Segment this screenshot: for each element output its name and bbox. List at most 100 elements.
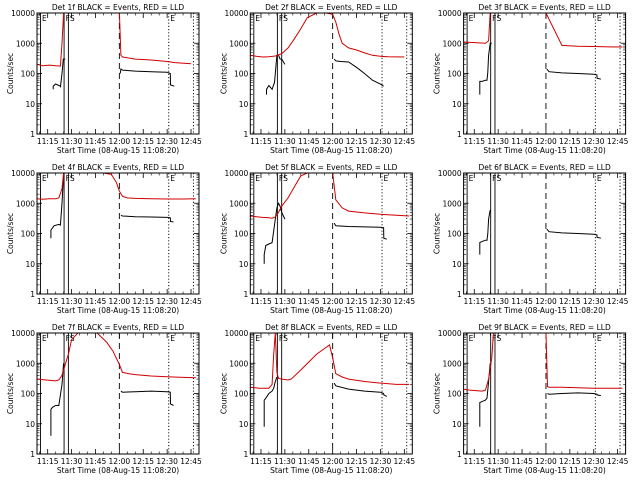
x-tick-label: 11:30	[61, 297, 83, 306]
series-events-line	[52, 58, 175, 90]
series-lld-line	[250, 173, 410, 219]
event-marker-label: F	[66, 174, 70, 183]
plot-frame	[463, 172, 627, 295]
y-tick-label: 10000	[11, 169, 35, 178]
plot-frame	[249, 332, 413, 455]
x-tick-label: 11:15	[463, 137, 485, 146]
event-marker-label: S	[70, 174, 75, 183]
event-marker-label: S	[283, 174, 288, 183]
plot-frame	[249, 172, 413, 295]
event-marker-label: E	[255, 334, 260, 343]
event-marker-label: E	[384, 14, 389, 23]
series-events-line	[266, 54, 384, 95]
x-tick-label: 12:15	[346, 137, 368, 146]
plot-frame	[463, 12, 627, 135]
series-events-line	[50, 173, 174, 239]
series-lld-line	[463, 13, 623, 48]
event-marker-label: E	[384, 334, 389, 343]
x-tick-label: 12:30	[583, 297, 605, 306]
y-tick-label: 10	[239, 260, 249, 269]
x-tick-label: 11:45	[511, 297, 533, 306]
series-lld-line	[250, 13, 405, 58]
plot-frame	[249, 12, 413, 135]
event-marker-label: E	[597, 174, 602, 183]
x-tick-label: 11:15	[37, 297, 59, 306]
event-marker-label: S	[70, 14, 75, 23]
detector-plot-6: Det 6f BLACK = Events, RED = LLD 1 10 100 10…	[433, 163, 629, 315]
detector-plot-5: Det 5f BLACK = Events, RED = LLD 1 10 100 10…	[219, 163, 415, 315]
x-tick-label: 11:45	[511, 137, 533, 146]
y-tick-label: 100	[447, 70, 462, 79]
x-tick-label: 11:30	[274, 297, 296, 306]
event-marker-label: E	[170, 334, 175, 343]
y-tick-label: 100	[447, 390, 462, 399]
x-axis-label: Start Time (08-Aug-15 11:08:20)	[57, 146, 179, 155]
x-tick-label: 12:30	[156, 137, 178, 146]
detector-plot-1: Det 1f BLACK = Events, RED = LLD 1 10 100 10…	[6, 3, 202, 155]
x-tick-label: 11:45	[298, 137, 320, 146]
event-marker-label: S	[283, 334, 288, 343]
x-tick-label: 11:30	[487, 137, 509, 146]
x-axis-label: Start Time (08-Aug-15 11:08:20)	[270, 306, 392, 315]
x-axis-label: Start Time (08-Aug-15 11:08:20)	[270, 146, 392, 155]
x-tick-label: 12:30	[370, 457, 392, 466]
event-marker-label: F	[66, 334, 70, 343]
y-tick-label: 100	[234, 230, 249, 239]
x-tick-label: 12:15	[346, 457, 368, 466]
plot-title: Det 9f BLACK = Events, RED = LLD	[478, 323, 611, 332]
y-tick-label: 100	[234, 70, 249, 79]
plot-title: Det 8f BLACK = Events, RED = LLD	[265, 323, 398, 332]
event-marker-label: S	[496, 334, 501, 343]
event-marker-label: E	[469, 14, 474, 23]
y-tick-label: 10	[452, 260, 462, 269]
event-marker-label: E	[170, 14, 175, 23]
event-marker-label: E	[42, 174, 47, 183]
y-tick-label: 10000	[438, 169, 462, 178]
detector-plot-9: Det 9f BLACK = Events, RED = LLD 1 10 100 10…	[433, 323, 629, 475]
y-tick-label: 1	[30, 290, 35, 299]
plot-title: Det 6f BLACK = Events, RED = LLD	[478, 163, 611, 172]
x-tick-label: 12:45	[607, 137, 629, 146]
y-tick-label: 1000	[443, 359, 462, 368]
x-tick-label: 12:00	[109, 297, 131, 306]
series-lld-line	[37, 13, 192, 67]
event-marker-label: E	[255, 14, 260, 23]
y-axis-label: Counts/sec	[433, 373, 442, 414]
y-tick-label: 10	[452, 420, 462, 429]
y-tick-label: 1000	[443, 39, 462, 48]
plot-title: Det 1f BLACK = Events, RED = LLD	[52, 3, 185, 12]
x-tick-label: 12:00	[322, 297, 344, 306]
y-tick-label: 1	[457, 290, 462, 299]
detector-plot-2: Det 2f BLACK = Events, RED = LLD 1 10 100 10…	[219, 3, 415, 155]
x-tick-label: 11:30	[61, 457, 83, 466]
detector-plot-8: Det 8f BLACK = Events, RED = LLD 1 10 100 10…	[219, 323, 415, 475]
x-tick-label: 12:45	[180, 297, 202, 306]
x-axis-label: Start Time (08-Aug-15 11:08:20)	[483, 146, 605, 155]
x-tick-label: 12:15	[346, 297, 368, 306]
x-tick-label: 12:45	[394, 297, 416, 306]
x-tick-label: 11:45	[298, 297, 320, 306]
y-tick-label: 1	[457, 130, 462, 139]
y-tick-label: 1000	[16, 199, 35, 208]
x-tick-label: 11:30	[487, 457, 509, 466]
y-tick-label: 1	[30, 450, 35, 459]
y-tick-label: 1000	[229, 359, 248, 368]
plot-title: Det 2f BLACK = Events, RED = LLD	[265, 3, 398, 12]
x-axis-label: Start Time (08-Aug-15 11:08:20)	[270, 466, 392, 475]
x-tick-label: 12:00	[109, 137, 131, 146]
event-marker-label: S	[283, 14, 288, 23]
detector-plot-4: Det 4f BLACK = Events, RED = LLD 1 10 100 10…	[6, 163, 202, 315]
series-events-line	[50, 363, 174, 436]
x-tick-label: 12:30	[370, 297, 392, 306]
x-tick-label: 12:15	[559, 297, 581, 306]
y-tick-label: 1000	[229, 199, 248, 208]
x-tick-label: 12:15	[132, 297, 154, 306]
event-marker-label: F	[279, 14, 283, 23]
y-tick-label: 1	[457, 450, 462, 459]
x-tick-label: 12:15	[559, 457, 581, 466]
series-events-line	[479, 363, 601, 427]
series-lld-line	[250, 333, 410, 389]
x-tick-label: 11:15	[463, 297, 485, 306]
x-tick-label: 12:15	[132, 457, 154, 466]
detector-plot-3: Det 3f BLACK = Events, RED = LLD 1 10 100 10…	[433, 3, 629, 155]
